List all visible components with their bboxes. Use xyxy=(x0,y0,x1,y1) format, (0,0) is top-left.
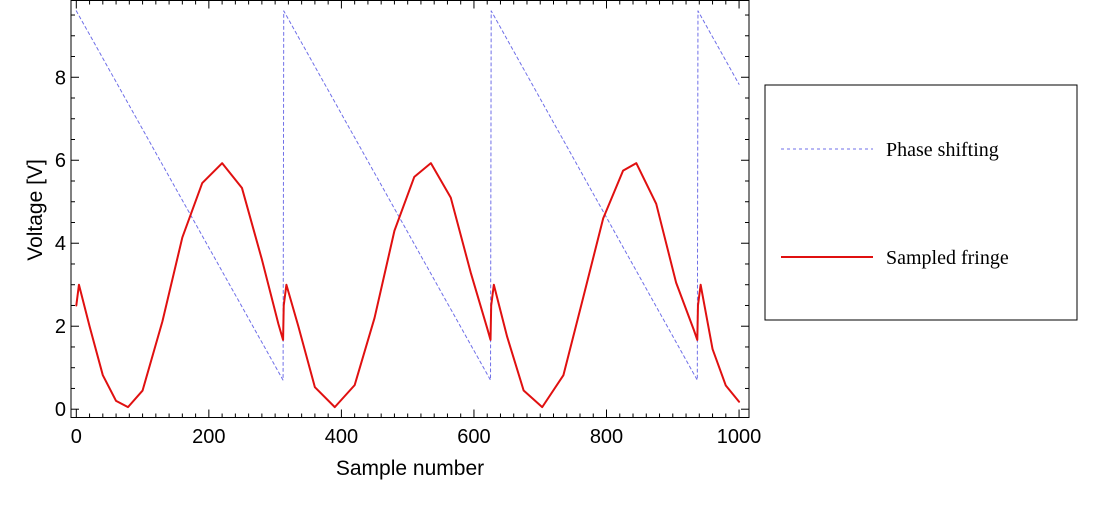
series-line-sampled-fringe xyxy=(75,162,741,409)
y-tick-label: 8 xyxy=(55,67,66,89)
legend-box xyxy=(764,84,1078,321)
plot-frame xyxy=(70,0,750,418)
x-tick-label: 600 xyxy=(457,426,490,448)
x-tick-label: 200 xyxy=(192,426,225,448)
x-axis-label: Sample number xyxy=(336,457,484,480)
series-line-phase-shifting xyxy=(75,10,740,381)
x-tick-label: 800 xyxy=(590,426,623,448)
legend-label-phase-shifting: Phase shifting xyxy=(886,139,999,161)
tick-labels: 0 200 400 600 800 1000 0 2 4 6 8 xyxy=(55,67,761,448)
x-tick-label: 0 xyxy=(71,426,82,448)
legend-label-sampled-fringe: Sampled fringe xyxy=(886,247,1009,269)
x-tick-label: 400 xyxy=(325,426,358,448)
axis-ticks xyxy=(71,0,749,418)
x-tick-label: 1000 xyxy=(717,426,762,448)
y-tick-label: 6 xyxy=(55,150,66,172)
y-tick-label: 0 xyxy=(55,399,66,421)
legend: Phase shifting Sampled fringe xyxy=(764,84,1078,321)
y-tick-label: 4 xyxy=(55,233,66,255)
plot-lines xyxy=(75,10,741,409)
y-tick-label: 2 xyxy=(55,316,66,338)
y-axis-label: Voltage [V] xyxy=(24,159,47,261)
